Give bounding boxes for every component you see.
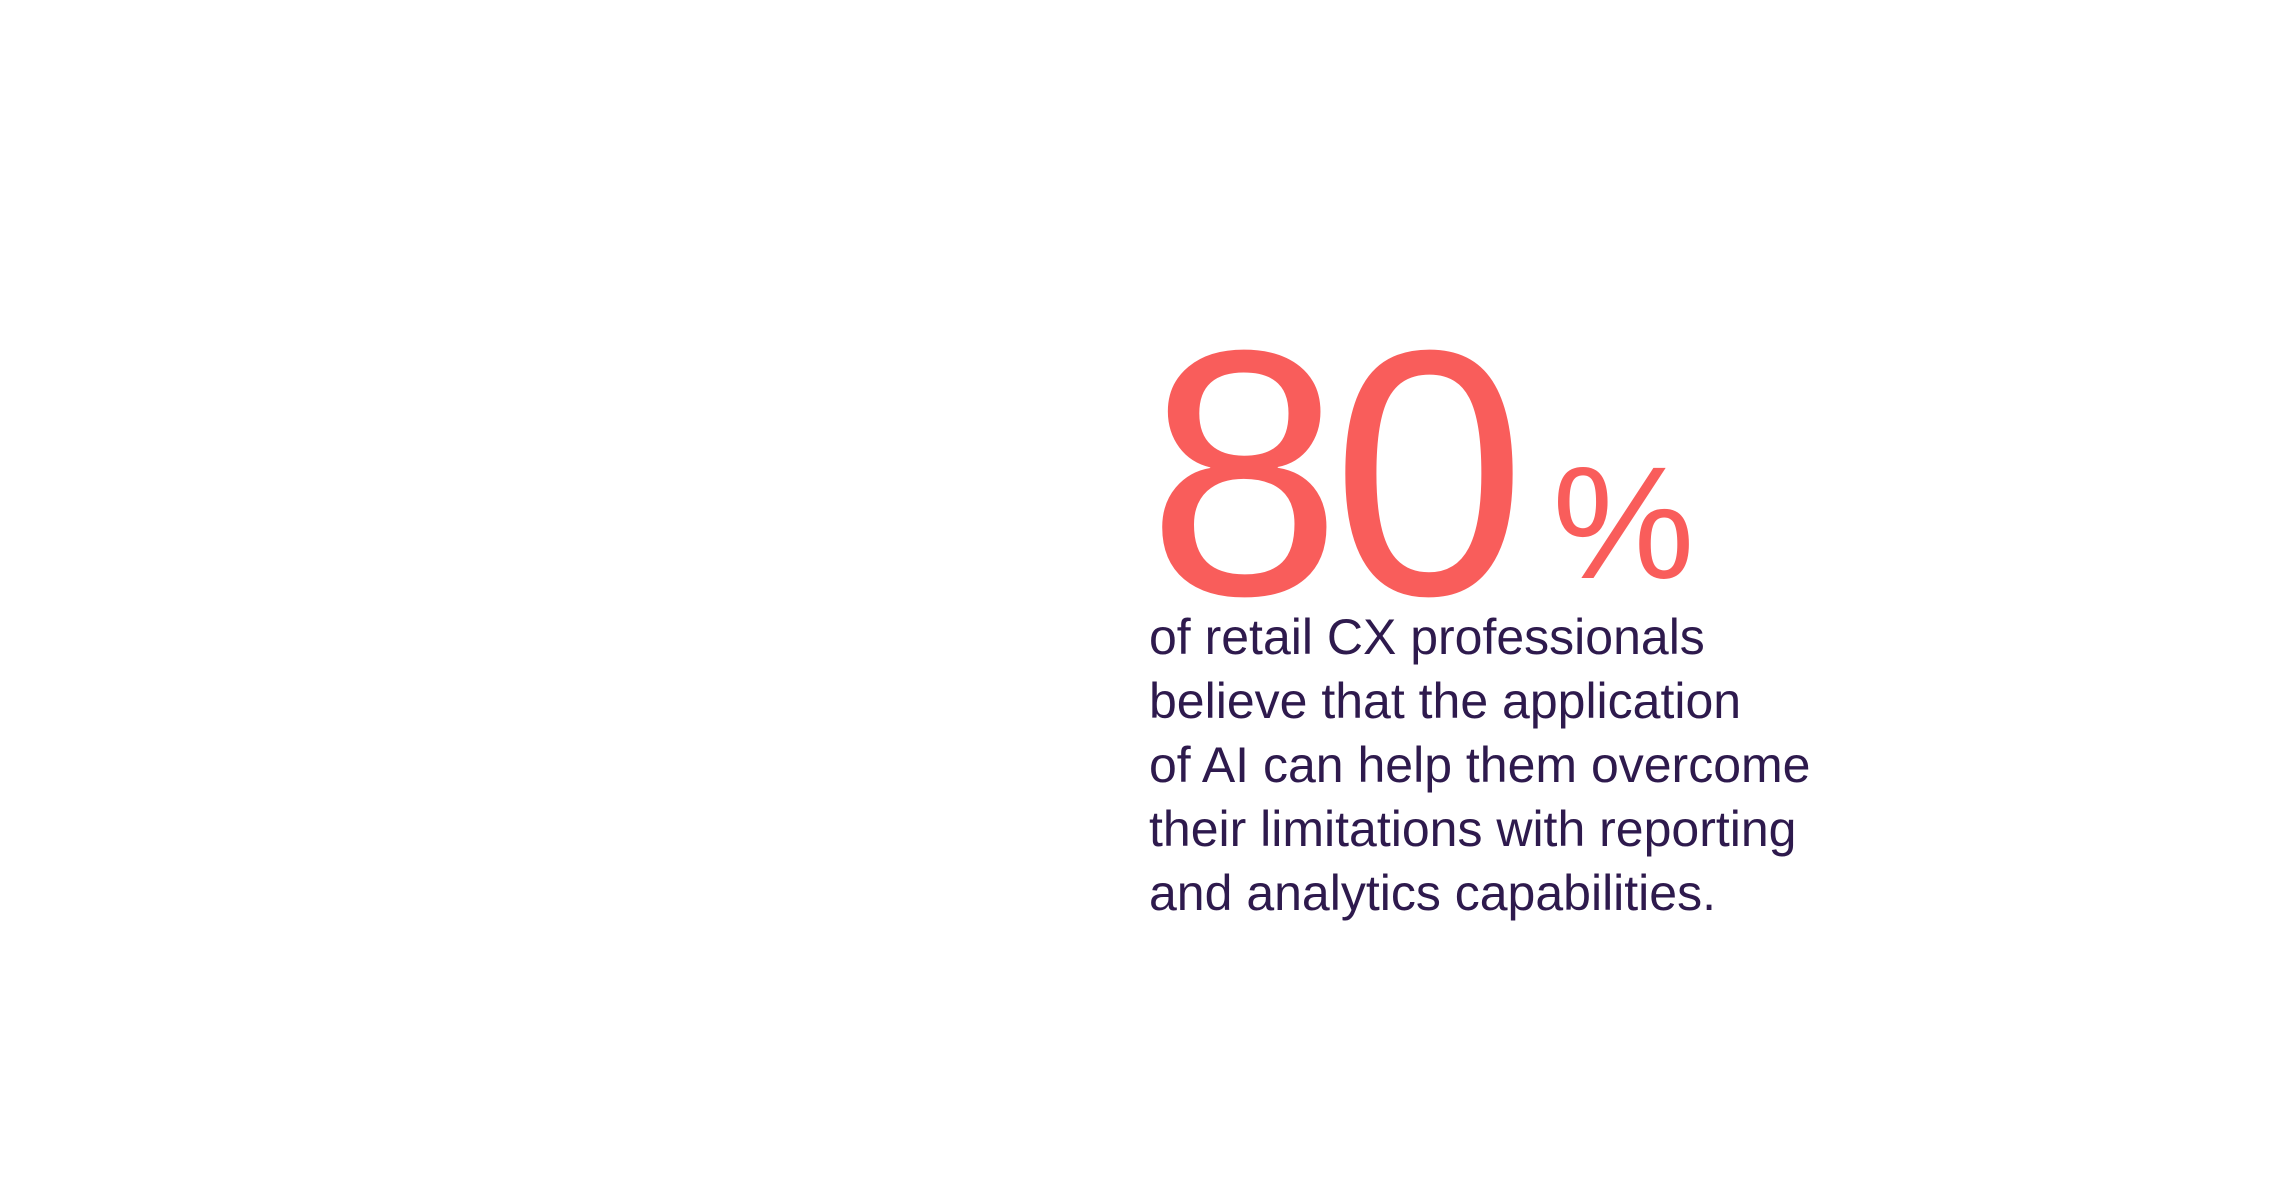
stat-description-line-4: their limitations with reporting [1149,801,1797,857]
percent-sign: % [1552,433,1695,612]
stat-description-line-2: believe that the application [1149,673,1742,729]
stat-description-line-5: and analytics capabilities. [1149,865,1716,921]
stat-description: of retail CX professionals believe that … [1149,605,1810,925]
stat-number: 80% [1147,299,1695,714]
stat-description-line-3: of AI can help them overcome [1149,737,1811,793]
stat-value: 80 [1147,278,1526,669]
stat-description-line-1: of retail CX professionals [1149,609,1705,665]
